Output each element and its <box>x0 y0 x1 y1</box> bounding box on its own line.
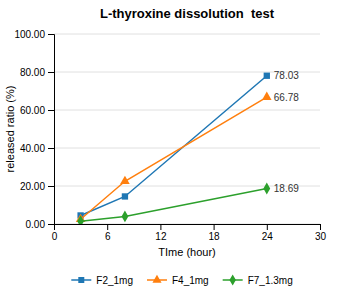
tick-mark <box>160 224 161 230</box>
series-line <box>81 97 267 219</box>
title: L-thyroxine dissolution test <box>100 6 275 21</box>
tick-label: 40.00 <box>20 143 45 154</box>
point <box>263 183 270 195</box>
tick-mark <box>214 224 215 230</box>
tick-mark <box>107 224 108 230</box>
tick-label: 100.00 <box>14 29 45 40</box>
tick-label: 0 <box>52 231 58 242</box>
series-line <box>81 188 267 221</box>
legend-label: F4_1mg <box>172 275 209 286</box>
y-axis: 0.00 20.00 40.00 60.00 80.00 100.00 <box>14 29 54 230</box>
tick-label: 80.00 <box>20 67 45 78</box>
legend-marker <box>229 274 235 285</box>
tick-label: 12 <box>155 231 167 242</box>
y-tick: 20.00 <box>20 181 54 192</box>
point <box>77 215 84 224</box>
legend-item: F4_1mg <box>147 275 209 286</box>
y-axis-label: released ratio (%) <box>4 86 16 173</box>
y-tick: 80.00 <box>20 67 54 78</box>
x-tick: 6 <box>105 224 111 242</box>
grid-line <box>54 110 320 111</box>
annotations: 78.03 66.78 18.69 <box>274 70 299 194</box>
point <box>120 176 130 184</box>
legend-marker <box>152 275 161 283</box>
y-tick: 60.00 <box>20 105 54 116</box>
chart: 0 6 12 18 24 30 0.00 20.00 40.00 60.00 80.00 100.00… <box>0 0 364 294</box>
tick-mark <box>48 34 54 35</box>
tick-mark <box>320 224 321 230</box>
legend-label: F7_1.3mg <box>248 275 293 286</box>
axis-domain <box>48 35 55 225</box>
annotation: 18.69 <box>274 183 299 194</box>
legend-label: F2_1mg <box>96 275 133 286</box>
legend-marker <box>78 277 84 283</box>
point <box>122 193 128 199</box>
x-tick: 12 <box>155 224 167 242</box>
x-axis-label: TIme (hour) <box>158 246 215 258</box>
tick-mark <box>267 224 268 230</box>
tick-label: 30 <box>315 231 327 242</box>
tick-label: 0.00 <box>26 219 46 230</box>
tick-mark <box>48 224 54 225</box>
point <box>122 211 129 223</box>
tick-label: 18 <box>209 231 221 242</box>
legend-item: F7_1.3mg <box>223 274 293 285</box>
x-tick: 24 <box>262 224 274 242</box>
tick-label: 60.00 <box>20 105 45 116</box>
x-axis: 0 6 12 18 24 30 <box>52 224 327 242</box>
tick-mark <box>48 186 54 187</box>
y-tick: 100.00 <box>14 29 54 40</box>
marks <box>76 73 272 224</box>
tick-mark <box>48 148 54 149</box>
y-tick: 40.00 <box>20 143 54 154</box>
axis-domain <box>55 225 321 231</box>
grid-line <box>54 34 320 35</box>
grid <box>54 34 320 224</box>
tick-mark <box>48 72 54 73</box>
annotation: 66.78 <box>274 92 299 103</box>
x-tick: 18 <box>209 224 221 242</box>
point <box>264 73 270 79</box>
tick-mark <box>48 110 54 111</box>
plot-area: 0 6 12 18 24 30 0.00 20.00 40.00 60.00 80.00 100.00… <box>14 29 326 242</box>
tick-label: 20.00 <box>20 181 45 192</box>
tick-label: 24 <box>262 231 274 242</box>
tick-label: 6 <box>105 231 111 242</box>
point <box>262 92 272 100</box>
x-tick: 30 <box>315 224 327 242</box>
legend: F2_1mg F4_1mg F7_1.3mg <box>71 274 292 285</box>
legend-item: F2_1mg <box>71 275 133 286</box>
grid-line <box>54 148 320 149</box>
annotation: 78.03 <box>274 70 299 81</box>
y-tick: 0.00 <box>26 219 54 230</box>
x-tick: 0 <box>52 224 58 242</box>
